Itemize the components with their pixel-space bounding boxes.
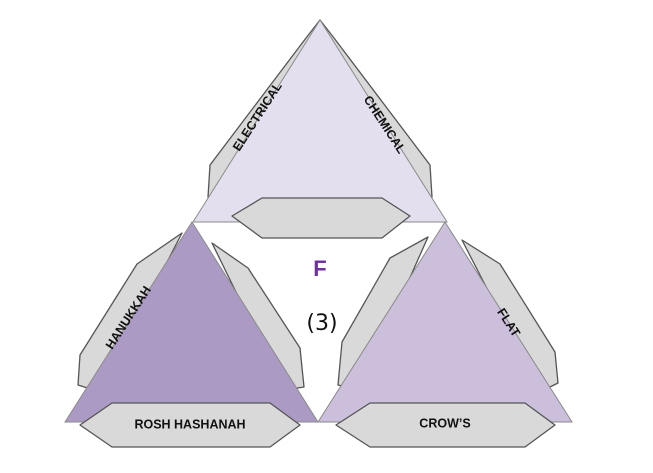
left-bottom-tab (79, 402, 301, 448)
crows-label: CROW’S (419, 416, 470, 430)
top-bottom-tab (231, 197, 411, 239)
center-letter-count: (3) (306, 311, 337, 336)
top-triangle (192, 19, 448, 223)
rosh-hashanah-label: ROSH HASHANAH (134, 417, 245, 431)
center-letter: F (313, 256, 326, 281)
right-bottom-tab (335, 402, 556, 448)
